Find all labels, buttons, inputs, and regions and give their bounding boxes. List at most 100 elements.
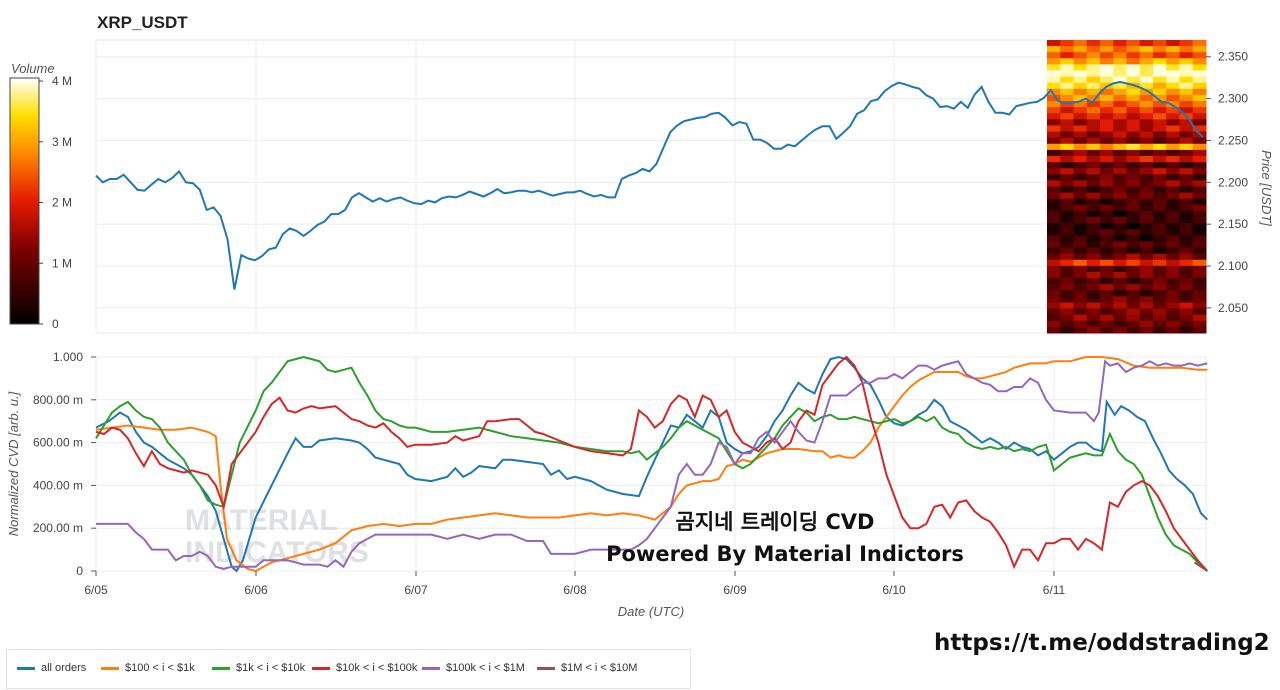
heatmap-cell [1100, 162, 1114, 169]
heatmap-cell [1192, 320, 1207, 328]
heatmap-cell [1047, 326, 1061, 334]
legend-item[interactable]: $1k < i < $10k [212, 662, 305, 674]
heatmap-cell [1139, 314, 1154, 322]
heatmap-cell [1153, 149, 1167, 157]
heatmap-cell [1047, 125, 1061, 133]
heatmap-cell [1192, 308, 1207, 316]
heatmap-cell [1126, 271, 1141, 279]
heatmap-cell [1153, 320, 1167, 328]
heatmap-cell [1073, 210, 1088, 218]
heatmap-cell [1100, 284, 1114, 291]
heatmap-cell [1086, 162, 1101, 169]
heatmap-cell [1047, 119, 1061, 126]
price-y-ticks: 2.350 2.300 2.250 2.200 2.150 2.100 2.050 [1206, 50, 1248, 315]
heatmap-cell [1100, 143, 1114, 151]
volume-colorbar [9, 77, 40, 325]
heatmap-cell [1113, 320, 1127, 328]
heatmap-cell [1086, 204, 1101, 212]
heatmap-cell [1192, 149, 1207, 157]
heatmap-cell [1166, 259, 1180, 267]
heatmap-cell [1086, 174, 1101, 181]
heatmap-cell [1047, 198, 1061, 206]
heatmap-cell [1126, 64, 1141, 72]
price-line [95, 80, 1204, 290]
heatmap-cell [1060, 247, 1074, 255]
colorbar-tick-label: 3 M [52, 135, 72, 149]
heatmap-cell [1192, 271, 1207, 279]
heatmap-cell [1060, 113, 1074, 120]
heatmap-cell [1139, 217, 1154, 224]
heatmap-cell [1047, 186, 1061, 194]
powered-by-text: Powered By Material Indictors [606, 542, 964, 566]
heatmap-cell [1166, 113, 1180, 120]
heatmap-cell [1086, 278, 1101, 285]
heatmap-cell [1113, 296, 1127, 303]
heatmap-cell [1047, 168, 1061, 175]
heatmap-cell [1047, 253, 1061, 261]
heatmap-cell [1113, 94, 1127, 102]
heatmap-cell [1139, 296, 1154, 303]
heatmap-cell [1086, 290, 1101, 297]
heatmap-cell [1060, 82, 1074, 90]
heatmap-cell [1166, 174, 1180, 181]
heatmap-cell [1166, 131, 1180, 139]
price-tick-label: 2.100 [1218, 259, 1248, 273]
legend-item[interactable]: $100k < i < $1M [422, 662, 525, 674]
heatmap-cell [1073, 113, 1088, 120]
price-y-axis-label: Price [USDT] [1259, 150, 1274, 226]
heatmap-cell [1126, 88, 1141, 96]
heatmap-cell [1192, 265, 1207, 273]
heatmap-cell [1060, 192, 1074, 200]
heatmap-cell [1192, 119, 1207, 126]
heatmap-cell [1060, 143, 1074, 151]
heatmap-cell [1166, 119, 1180, 126]
legend-item[interactable]: $100 < i < $1k [101, 662, 195, 674]
heatmap-cell [1060, 210, 1074, 218]
heatmap-cell [1060, 235, 1074, 242]
price-plot-area [95, 39, 1207, 334]
heatmap-cell [1166, 204, 1180, 212]
legend-item[interactable]: $10k < i < $100k [312, 662, 417, 674]
heatmap-cell [1126, 186, 1141, 194]
heatmap-cell [1166, 107, 1180, 114]
x-tick-label: 6/05 [84, 583, 108, 597]
heatmap-cell [1073, 76, 1088, 84]
heatmap-cell [1073, 326, 1088, 334]
legend-label: $10k < i < $100k [336, 662, 418, 674]
heatmap-cell [1166, 46, 1180, 53]
legend-item[interactable]: all orders [17, 662, 86, 674]
heatmap-cell [1126, 94, 1141, 102]
heatmap-cell [1086, 46, 1101, 53]
heatmap-cell [1166, 217, 1180, 224]
heatmap-cell [1126, 113, 1141, 120]
heatmap-cell [1166, 192, 1180, 200]
x-tick-label: 6/07 [404, 583, 428, 597]
cvd-tick-label: 400.00 m [33, 478, 83, 492]
heatmap-cell [1126, 192, 1141, 200]
heatmap-cell [1126, 253, 1141, 261]
heatmap-cell [1100, 314, 1114, 322]
heatmap-cell [1060, 308, 1074, 316]
heatmap-cell [1113, 180, 1127, 187]
heatmap-cell [1060, 46, 1074, 53]
heatmap-cell [1153, 241, 1167, 249]
heatmap-cell [1153, 70, 1167, 78]
telegram-url[interactable]: https://t.me/oddstrading2 [934, 630, 1270, 656]
legend-swatch [312, 666, 330, 670]
heatmap-cell [1047, 308, 1061, 316]
heatmap-cell [1060, 271, 1074, 279]
heatmap-cell [1100, 64, 1114, 72]
heatmap-cell [1060, 58, 1074, 65]
heatmap-cell [1126, 70, 1141, 78]
heatmap-cell [1139, 88, 1154, 96]
heatmap-cell [1073, 302, 1088, 310]
heatmap-cell [1126, 198, 1141, 206]
heatmap-cell [1153, 302, 1167, 310]
heatmap-cell [1126, 217, 1141, 224]
heatmap-cell [1100, 302, 1114, 310]
heatmap-cell [1153, 314, 1167, 322]
heatmap-cell [1086, 229, 1101, 236]
heatmap-cell [1113, 314, 1127, 322]
legend-item[interactable]: $1M < i < $10M [537, 662, 637, 674]
